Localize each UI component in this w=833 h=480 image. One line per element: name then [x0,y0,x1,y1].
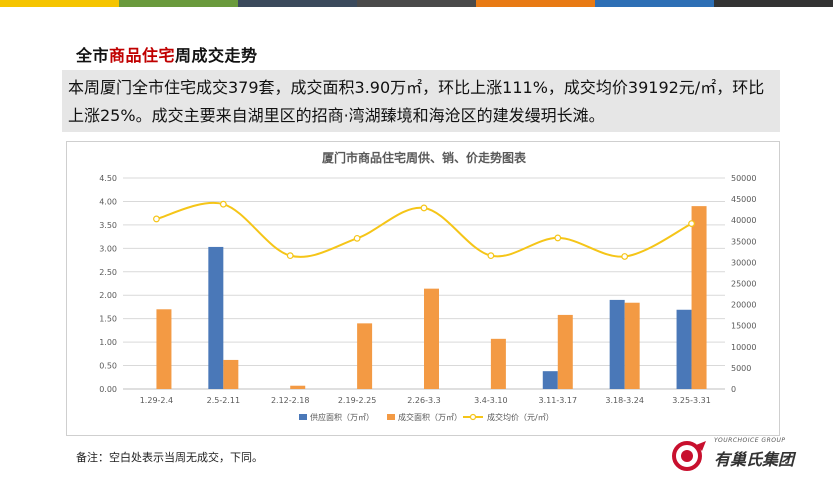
summary-text: 本周厦门全市住宅成交379套，成交面积3.90万㎡，环比上涨111%，成交均价3… [62,70,780,132]
footnote: 备注：空白处表示当周无成交，下同。 [76,451,263,464]
bar-sales [557,314,573,389]
y-left-tick-label: 2.00 [99,291,117,300]
top-color-bar [0,0,833,7]
x-tick-label: 2.12-2.18 [271,396,310,405]
x-tick-label: 1.29-2.4 [140,396,173,405]
y-right-tick-label: 30000 [731,258,756,267]
top-bar-seg-1 [0,0,119,7]
x-tick-label: 3.25-3.31 [672,396,711,405]
y-right-tick-label: 0 [731,385,736,394]
top-bar-seg-6 [595,0,714,7]
price-point [621,253,629,260]
bar-sales [490,338,506,389]
chart-container: 厦门市商品住宅周供、销、价走势图表 0.00 0.50 1.00 1.50 2.00 2.5… [66,141,780,436]
price-point [554,234,562,242]
section-title: 全市商品住宅周成交走势 [76,42,258,66]
y-right-tick-label: 25000 [731,280,756,289]
x-tick-label: 3.4-3.10 [474,396,507,405]
legend-label: 供应面积（万㎡） [310,412,374,422]
chart-svg: 厦门市商品住宅周供、销、价走势图表 0.00 0.50 1.00 1.50 2.00 2.5… [99,150,756,422]
title-suffix: 周成交走势 [175,46,258,65]
price-point [420,204,428,212]
y-left-tick-label: 0.00 [99,385,117,394]
x-tick-label: 3.18-3.24 [605,396,644,405]
y-right-tick-label: 35000 [731,237,756,246]
title-prefix: 全市 [76,46,110,65]
y-right-tick-label: 20000 [731,301,756,310]
legend-label: 成交面积（万㎡） [398,412,462,422]
company-logo: YOURCHOICE GROUP 有巢氏集团 [670,437,820,475]
chart-title: 厦门市商品住宅周供、销、价走势图表 [322,150,527,165]
logo-chinese: 有巢氏集团 [714,450,795,469]
top-bar-seg-3 [238,0,357,7]
bar-sales [357,323,373,389]
price-point [353,234,361,242]
bar-sales [290,385,306,389]
price-point [487,252,495,260]
y-right-tick-label: 15000 [731,322,756,331]
y-left-tick-label: 3.50 [99,221,117,230]
bar-supply [208,246,224,389]
y-right-tick-label: 10000 [731,343,756,352]
x-tick-label: 2.19-2.25 [338,396,377,405]
top-bar-seg-2 [119,0,238,7]
y-left-tick-label: 1.00 [99,338,117,347]
top-bar-seg-5 [476,0,595,7]
bar-sales [624,302,640,389]
y-left-tick-label: 4.50 [99,174,117,183]
y-left-tick-label: 1.50 [99,315,117,324]
legend-swatch-point [469,413,477,421]
y-right-tick-label: 50000 [731,174,756,183]
x-tick-label: 2.26-3.3 [407,396,440,405]
price-point [688,220,695,228]
logo-english: YOURCHOICE GROUP [714,437,786,444]
y-left-tick-label: 0.50 [99,362,117,371]
legend-label: 成交均价（元/㎡） [487,412,554,422]
bar-supply [676,309,692,389]
y-left-tick-label: 4.00 [99,197,117,206]
bar-sales [156,309,172,389]
price-point [286,252,294,260]
legend-swatch [387,414,395,420]
top-bar-seg-7 [714,0,833,7]
y-left-tick-label: 2.50 [99,268,117,277]
x-tick-label: 2.5-2.11 [207,396,240,405]
bar-sales [223,359,239,389]
bar-supply [542,371,558,389]
y-right-tick-label: 40000 [731,216,756,225]
price-point [219,200,227,208]
price-point [153,215,160,223]
bar-sales [691,206,707,389]
y-right-tick-label: 5000 [731,364,751,373]
x-tick-label: 3.11-3.17 [539,396,578,405]
logo-mark-icon [672,441,706,471]
y-right-tick-label: 45000 [731,195,756,204]
top-bar-seg-4 [357,0,476,7]
bar-supply [609,299,625,389]
title-highlight: 商品住宅 [109,46,176,65]
bar-sales [424,288,439,389]
legend-swatch [299,414,307,420]
y-left-tick-label: 3.00 [99,244,117,253]
